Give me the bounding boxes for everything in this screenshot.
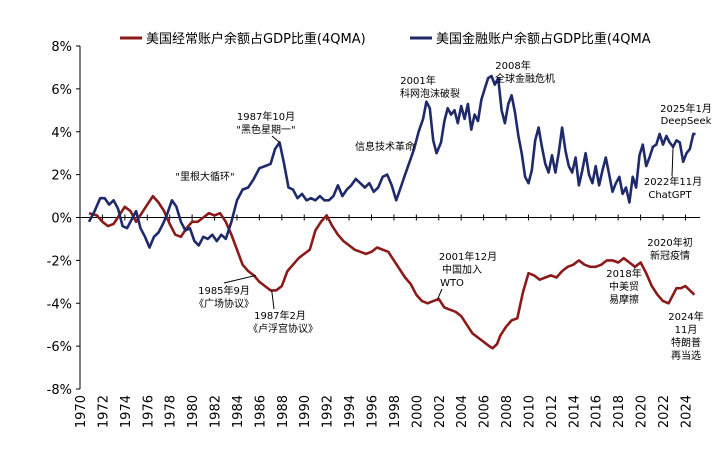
x-tick-label: 2006 <box>478 395 493 428</box>
annotation-label: 2001年 <box>400 74 435 87</box>
x-tick-label: 1972 <box>96 395 111 428</box>
x-tick-label: 1978 <box>164 395 179 428</box>
y-tick-label: 6% <box>51 83 72 98</box>
x-tick-labels: 1970 1972 1974 1976 1978 1980 1982 1984 1986 1988… <box>74 395 694 428</box>
annotation-label: 2018年 <box>606 267 641 280</box>
x-tick-label: 2012 <box>545 395 560 428</box>
legend-label-current-account: 美国经常账户余额占GDP比重(4QMA) <box>146 31 366 47</box>
axes <box>76 45 700 390</box>
annotation-arrow <box>671 146 674 177</box>
x-tick-label: 2014 <box>567 395 582 428</box>
x-tick-label: 2002 <box>433 395 448 428</box>
annotation-label: 新冠疫情 <box>650 249 690 262</box>
legend-label-financial-account: 美国金融账户余额占GDP比重(4QMA <box>436 31 651 47</box>
annotation-label: 科网泡沫破裂 <box>400 87 460 100</box>
annotation-arrow <box>271 290 275 310</box>
x-tick-label: 2010 <box>522 395 537 428</box>
annotation-label: 中国加入 <box>442 263 482 276</box>
x-tick-label: 1996 <box>366 395 381 428</box>
y-tick-label: -6% <box>47 340 72 355</box>
x-tick-label: 1998 <box>388 395 403 428</box>
x-tick-label: 1980 <box>186 395 201 428</box>
legend: 美国经常账户余额占GDP比重(4QMA) 美国金融账户余额占GDP比重(4QMA <box>120 31 651 47</box>
current-account-line <box>88 194 696 350</box>
x-tick-label: 1990 <box>298 395 313 428</box>
y-tick-label: 2% <box>51 169 72 184</box>
x-tick-label: 2020 <box>635 395 650 428</box>
x-tick-label: 2016 <box>590 395 605 428</box>
y-tick-label: 8% <box>51 40 72 55</box>
annotation-label: 2025年1月 <box>660 102 712 115</box>
x-tick-label: 1982 <box>209 395 224 428</box>
annotation-label: 全球金融危机 <box>495 72 555 85</box>
x-tick-label: 1974 <box>119 395 134 428</box>
x-tick-label: 1986 <box>253 395 268 428</box>
annotation-markers <box>223 135 674 310</box>
annotation-label: 2020年初 <box>647 236 692 249</box>
x-tick-label: 1994 <box>343 395 358 428</box>
x-tick-label: 1984 <box>231 395 246 428</box>
annotation-label: 再当选 <box>671 349 701 362</box>
x-tick-label: 2022 <box>657 395 672 428</box>
annotation-label: 1985年9月 <box>198 284 250 297</box>
annotation-label: 2008年 <box>495 59 530 72</box>
x-tick-label: 1992 <box>321 395 336 428</box>
x-tick-label: 2018 <box>612 395 627 428</box>
annotation-label: DeepSeek <box>661 116 712 127</box>
x-tick-label: 2008 <box>500 395 515 428</box>
x-tick-label: 2000 <box>410 395 425 428</box>
y-tick-label: 4% <box>51 126 72 141</box>
x-tick-label: 2024 <box>679 395 694 428</box>
x-tick-label: 2004 <box>455 395 470 428</box>
x-tick-label: 1988 <box>276 395 291 428</box>
annotation-label: ChatGPT <box>648 190 692 201</box>
financial-account-line <box>87 74 696 249</box>
annotation-label: 中美贸 <box>609 280 639 293</box>
annotation-label: "黑色星期一" <box>236 123 295 136</box>
annotation-arrow <box>437 288 443 300</box>
y-tick-label: -2% <box>47 254 72 269</box>
annotation-label: 11月 <box>675 324 698 336</box>
annotation-label: 1987年2月 <box>254 309 306 322</box>
annotation-label: 《卢浮宫协议》 <box>248 322 318 335</box>
annotation-arrow <box>223 274 257 284</box>
annotation-label: 1987年10月 <box>237 110 295 123</box>
annotation-label: 信息技术革命 <box>355 140 415 153</box>
annotation-label: 2022年11月 <box>644 175 702 188</box>
annotation-arrow <box>271 135 280 143</box>
y-tick-labels: 8% 6% 4% 2% 0% -2% -4% -6% -8% <box>47 40 72 398</box>
series-lines <box>87 74 696 350</box>
annotation-label: 《广场协议》 <box>194 297 254 310</box>
x-tick-label: 1976 <box>141 395 156 428</box>
annotation-label: 2001年12月 <box>439 250 497 263</box>
y-tick-label: -4% <box>47 297 72 312</box>
x-tick-label: 1970 <box>74 395 89 428</box>
annotation-label: 特朗普 <box>671 336 701 349</box>
annotation-label: 2024年 <box>668 310 703 323</box>
annotation-label: WTO <box>440 278 464 289</box>
annotation-label: "里根大循环" <box>175 170 234 183</box>
y-tick-label: 0% <box>51 212 72 227</box>
y-tick-label: -8% <box>47 383 72 398</box>
annotation-label: 易摩擦 <box>609 293 639 306</box>
